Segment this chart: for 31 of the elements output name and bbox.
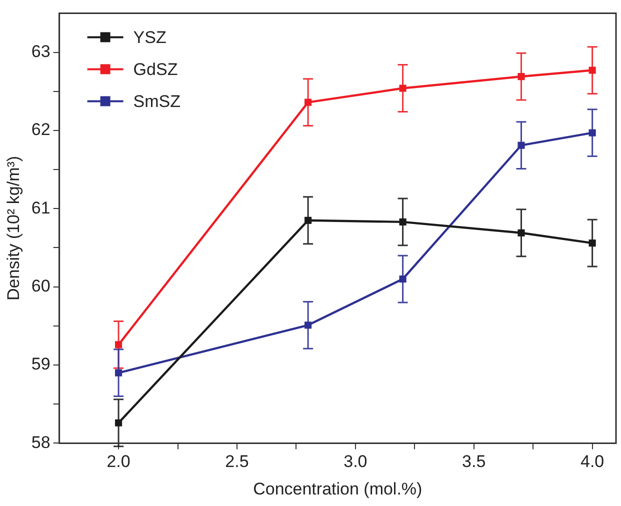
x-axis-title: Concentration (mol.%): [253, 479, 422, 498]
point: [399, 275, 406, 283]
legend-label: YSZ: [133, 28, 166, 47]
x-tick-label: 2.0: [106, 452, 130, 472]
point: [399, 218, 406, 226]
point: [114, 369, 122, 376]
y-tick-label: 61: [31, 198, 50, 218]
point: [518, 72, 525, 80]
x-tick-label: 3.0: [344, 452, 368, 472]
y-tick-label: 59: [31, 354, 50, 374]
point: [588, 240, 596, 247]
legend-label: GdSZ: [133, 60, 178, 79]
point: [399, 84, 406, 92]
y-tick-label: 63: [31, 42, 50, 61]
legend-label: SmSZ: [133, 92, 181, 111]
point: [114, 341, 122, 348]
point: [588, 66, 596, 74]
x-tick-label: 4.0: [580, 452, 604, 472]
y-tick-label: 62: [31, 120, 50, 140]
point: [588, 129, 596, 136]
point: [304, 98, 312, 106]
point: [518, 229, 525, 236]
x-tick-label: 3.5: [462, 452, 486, 472]
y-tick-label: 60: [31, 276, 50, 296]
x-tick-label: 2.5: [225, 452, 249, 472]
point: [304, 216, 312, 224]
y-tick-label: 58: [31, 432, 50, 452]
y-axis-title: Density (10² kg/m³): [4, 156, 23, 300]
point: [304, 322, 312, 329]
point: [518, 142, 525, 149]
point: [114, 419, 122, 426]
